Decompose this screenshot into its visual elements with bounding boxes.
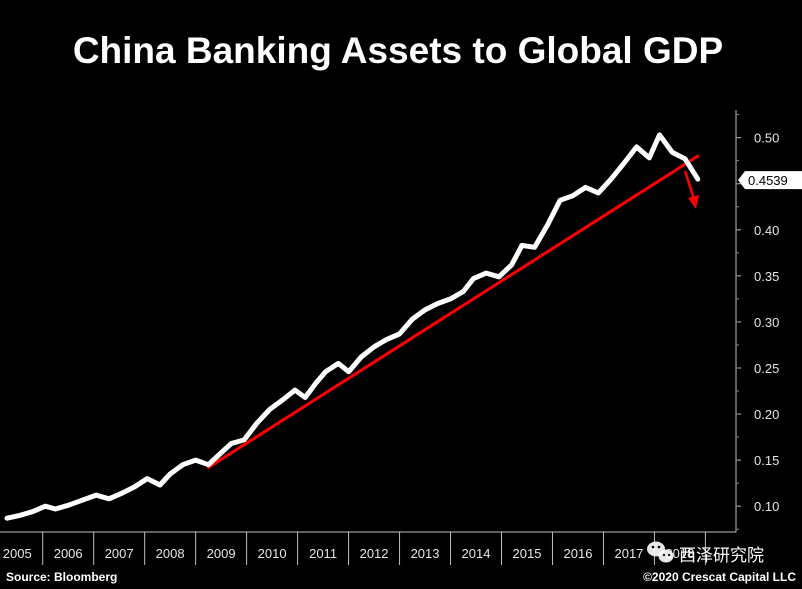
watermark-text: 西泽研究院: [679, 546, 764, 566]
x-tick-label: 2009: [207, 546, 236, 561]
y-tick-label: 0.25: [754, 361, 779, 376]
copyright-note: ©2020 Crescat Capital LLC: [643, 570, 796, 584]
x-tick-label: 2016: [564, 546, 593, 561]
y-tick-label: 0.30: [754, 315, 779, 330]
x-tick-label: 2005: [3, 546, 32, 561]
x-tick-label: 2010: [258, 546, 287, 561]
chart-title: China Banking Assets to Global GDP: [73, 30, 723, 71]
last-value-label: 0.4539: [748, 173, 788, 188]
y-tick-label: 0.20: [754, 407, 779, 422]
x-tick-label: 2015: [513, 546, 542, 561]
x-tick-label: 2013: [411, 546, 440, 561]
x-tick-label: 2011: [309, 546, 337, 561]
y-tick-label: 0.35: [754, 269, 779, 284]
y-tick-label: 0.50: [754, 131, 779, 146]
last-value-badge-shape: [738, 171, 802, 190]
x-tick-label: 2014: [462, 546, 491, 561]
x-tick-label: 2006: [54, 546, 83, 561]
y-tick-label: 0.40: [754, 223, 779, 238]
x-tick-label: 2017: [614, 546, 643, 561]
x-tick-label: 2007: [105, 546, 134, 561]
series-trend-line: [206, 154, 700, 469]
y-tick-label: 0.10: [754, 499, 779, 514]
x-axis-ticks: 2005 2006 2007 2008 2009 2010 2011 2012 2013 2014…: [3, 532, 706, 565]
down-arrow-icon: [683, 170, 699, 209]
y-tick-label: 0.15: [754, 453, 779, 468]
source-note: Source: Bloomberg: [6, 570, 117, 584]
x-tick-label: 2012: [360, 546, 389, 561]
last-value-badge: 0.4539: [738, 171, 802, 190]
x-tick-label: 2008: [156, 546, 185, 561]
wechat-icon: [647, 541, 674, 563]
series-line: [4, 132, 701, 521]
